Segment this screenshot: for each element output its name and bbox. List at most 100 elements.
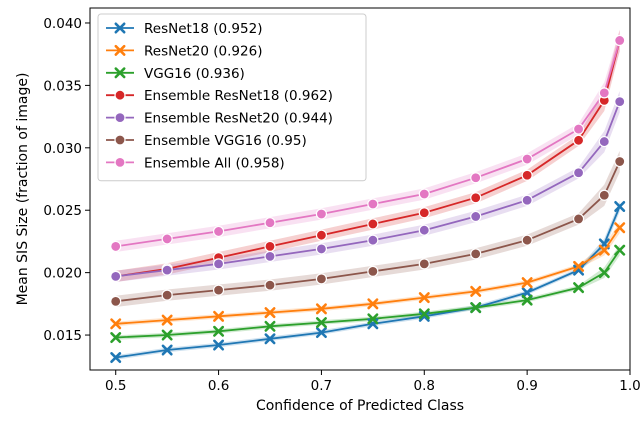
legend-label: ResNet18 (0.952): [144, 21, 262, 37]
point-series-5-7: [470, 248, 482, 260]
line-series-4: [115, 101, 621, 278]
band-series-2: [115, 244, 620, 340]
point-series-6-6: [418, 188, 430, 200]
point-series-1-3: [264, 307, 276, 319]
point-series-1-6: [418, 292, 430, 304]
legend-label: Ensemble ResNet20 (0.944): [144, 111, 333, 127]
point-series-3-7: [470, 192, 482, 204]
point-series-2-9: [573, 282, 585, 294]
point-series-0-8: [521, 287, 533, 299]
legend-item-1: ResNet20 (0.926): [106, 43, 262, 59]
point-series-5-10: [598, 189, 610, 201]
point-series-4-3: [264, 250, 276, 263]
point-series-6-5: [367, 198, 379, 210]
legend-marker: [114, 67, 126, 79]
point-series-6-7: [470, 172, 482, 184]
legend-item-2: VGG16 (0.936): [106, 66, 245, 82]
point-series-4-7: [470, 210, 482, 223]
line-series-5: [115, 161, 621, 303]
point-series-1-10: [598, 244, 610, 256]
point-series-4-5: [367, 234, 379, 246]
x-tick-label: 0.9: [516, 378, 537, 394]
y-axis-label: Mean SIS Size (fraction of image): [15, 73, 31, 306]
legend-item-3: Ensemble ResNet18 (0.962): [106, 88, 333, 104]
point-series-6-0: [110, 240, 122, 253]
legend-item-4: Ensemble ResNet20 (0.944): [106, 111, 333, 127]
point-series-2-4: [315, 317, 327, 329]
point-series-2-10: [598, 267, 610, 279]
legend-label: VGG16 (0.936): [144, 66, 245, 82]
point-series-3-4: [315, 229, 328, 241]
point-series-5-6: [418, 258, 430, 270]
point-series-4-8: [521, 194, 533, 206]
point-series-6-2: [212, 225, 225, 238]
point-series-6-8: [521, 153, 533, 165]
legend-marker: [114, 44, 126, 56]
point-series-4-11: [614, 96, 626, 108]
point-series-1-2: [213, 310, 225, 322]
legend-label: Ensemble VGG16 (0.95): [144, 133, 307, 149]
point-series-6-10: [598, 87, 610, 99]
point-series-2-11: [614, 244, 626, 256]
point-series-1-0: [110, 318, 122, 330]
point-series-2-1: [161, 329, 173, 341]
point-series-2-3: [264, 320, 276, 332]
legend: ResNet18 (0.952) ResNet20 (0.926) VGG16 (0…: [97, 13, 367, 182]
legend-label: ResNet20 (0.926): [144, 43, 262, 59]
point-series-4-10: [598, 135, 610, 148]
point-series-1-4: [315, 303, 327, 315]
point-series-2-7: [470, 302, 482, 314]
point-series-4-6: [418, 224, 430, 236]
legend-marker: [114, 22, 126, 34]
x-tick-label: 0.6: [208, 378, 229, 394]
point-series-5-2: [212, 284, 225, 296]
point-series-1-8: [521, 277, 533, 289]
point-series-0-11: [614, 200, 626, 212]
legend-item-5: Ensemble VGG16 (0.95): [106, 133, 307, 149]
band-series-4: [115, 91, 620, 282]
y-tick-label: 0.015: [43, 328, 82, 344]
x-tick-label: 0.7: [311, 378, 332, 394]
x-axis-ticks: 0.5 0.6 0.7 0.8 0.9 1.0: [105, 370, 641, 394]
point-series-4-1: [161, 264, 173, 276]
point-series-5-8: [521, 234, 533, 246]
series-lines: [115, 40, 621, 359]
point-series-5-11: [614, 155, 626, 168]
point-series-5-0: [110, 295, 122, 307]
point-series-6-3: [264, 217, 276, 229]
point-series-6-9: [572, 123, 585, 135]
y-tick-label: 0.040: [43, 16, 82, 32]
point-series-4-0: [110, 270, 122, 282]
point-series-0-0: [110, 352, 122, 364]
line-series-3: [115, 40, 621, 278]
legend-marker: [114, 111, 126, 124]
point-series-6-1: [161, 233, 173, 245]
point-series-2-0: [110, 332, 122, 344]
legend-label: Ensemble ResNet18 (0.962): [144, 88, 333, 104]
point-series-3-9: [572, 134, 585, 146]
point-series-1-1: [161, 314, 173, 326]
point-series-5-9: [572, 213, 585, 225]
point-series-3-6: [418, 207, 430, 219]
y-tick-label: 0.020: [43, 266, 82, 282]
point-series-2-8: [521, 294, 533, 306]
legend-item-6: Ensemble All (0.958): [106, 155, 285, 171]
x-tick-label: 0.5: [105, 378, 126, 394]
point-series-3-5: [367, 218, 379, 230]
x-axis-label: Confidence of Predicted Class: [256, 398, 464, 414]
y-tick-label: 0.035: [43, 78, 82, 94]
point-series-5-4: [315, 273, 328, 285]
point-series-0-6: [418, 310, 430, 322]
legend-marker: [114, 134, 126, 146]
point-series-2-5: [367, 313, 379, 325]
point-series-0-9: [573, 264, 585, 276]
point-series-1-7: [470, 285, 482, 297]
legend-marker: [114, 156, 126, 168]
point-series-4-2: [212, 258, 225, 270]
point-series-4-9: [572, 167, 585, 179]
line-series-6: [115, 40, 621, 248]
point-series-1-11: [614, 222, 626, 234]
point-series-5-5: [367, 265, 379, 277]
x-tick-label: 1.0: [619, 378, 640, 394]
